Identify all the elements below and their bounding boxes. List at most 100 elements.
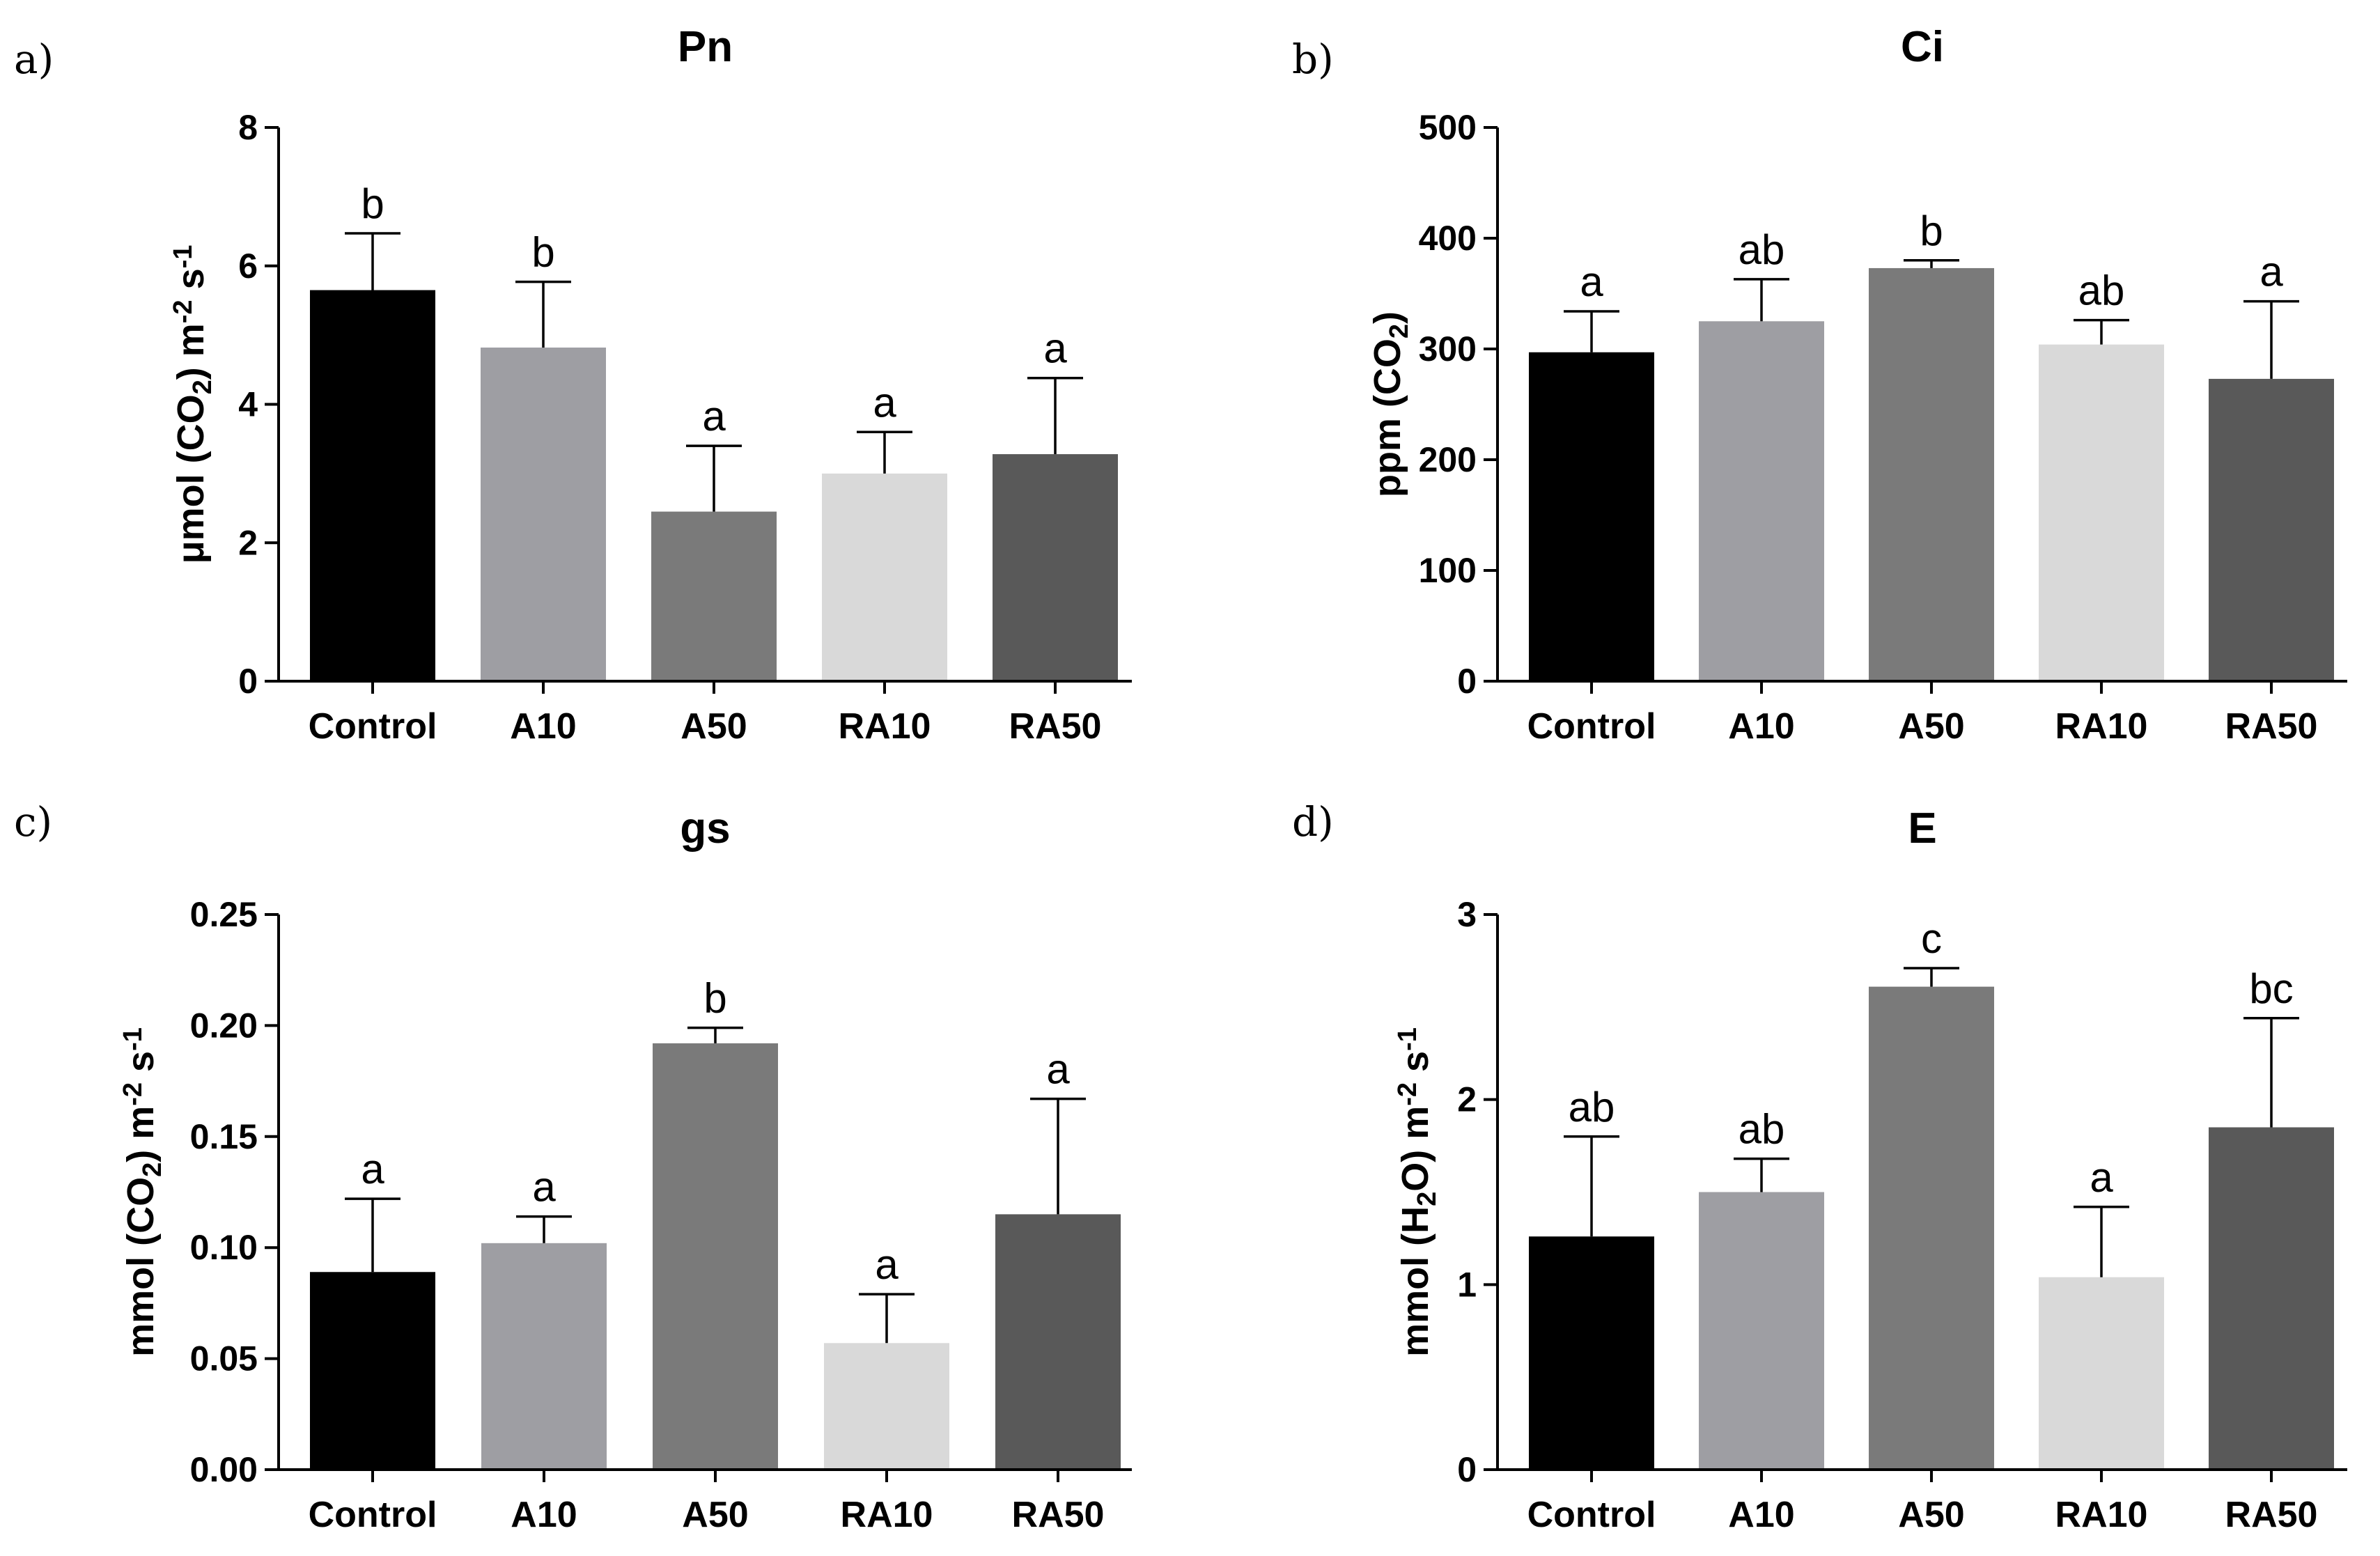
y-axis-label: ppm (CO2): [1367, 311, 1414, 497]
y-axis-label-part: ) m: [170, 323, 212, 380]
x-tick-label: Control: [1527, 1495, 1656, 1535]
error-bar-ra10: [859, 1293, 915, 1344]
chart-panel-2: b) Ci a Control ab A10 b A50 ab RA10 a RA50 0 100 200 3…: [1292, 23, 2347, 747]
x-tick-label: A10: [1728, 706, 1794, 747]
bar-a50: [651, 511, 777, 681]
bar-ra50: [993, 454, 1118, 681]
chart-title: Pn: [678, 23, 733, 71]
chart-panel-1: a) Pn b Control b A10 a A50 a RA10 a RA50 0 2 4 6 8 μmol …: [14, 23, 1132, 747]
y-tick-label: 0: [1457, 1450, 1477, 1489]
chart-panel-4: d) Eab Control ab A10 c A50 a RA10 bc RA50 0 1 2 3 mmol…: [1292, 798, 2347, 1535]
x-tick-label: A10: [511, 1495, 577, 1535]
y-tick-label: 2: [238, 523, 258, 562]
y-axis-label-part: s: [1394, 1051, 1436, 1082]
bar-a10: [481, 348, 606, 681]
bar-a50: [653, 1043, 778, 1470]
panel-label: d): [1292, 798, 1334, 846]
y-tick-label: 500: [1419, 108, 1477, 147]
y-axis-label: mmol (CO2) m-2 s-1: [118, 1027, 167, 1357]
significance-letter: b: [531, 229, 554, 276]
bar-ra10: [822, 473, 947, 681]
x-tick-label: A50: [1898, 1495, 1964, 1535]
significance-letter: ab: [1739, 226, 1785, 273]
y-axis-label: mmol (H2O) m-2 s-1: [1393, 1027, 1442, 1357]
y-axis-label-part: O) m: [1394, 1106, 1436, 1192]
x-tick-label: RA50: [2225, 1495, 2318, 1535]
y-axis-label-part: mmol (CO: [120, 1177, 162, 1357]
y-tick-label: 0.05: [190, 1339, 258, 1378]
error-bar-control: [345, 1197, 400, 1273]
x-tick-label: RA10: [2055, 1495, 2148, 1535]
y-axis-label-part: 2: [1413, 1192, 1442, 1206]
y-tick-label: 3: [1457, 895, 1477, 934]
error-bar-a50: [1904, 967, 1959, 987]
error-bar-a50: [686, 444, 742, 512]
y-tick-label: 0.00: [190, 1450, 258, 1489]
y-tick-label: 0.25: [190, 895, 258, 934]
y-tick-label: 0: [1457, 662, 1477, 701]
x-tick-label: A10: [1728, 1495, 1794, 1535]
significance-letter: a: [1580, 258, 1603, 305]
y-axis-label: μmol (CO2) m-2 s-1: [169, 245, 217, 564]
significance-letter: a: [873, 379, 896, 426]
chart-title: Ci: [1901, 23, 1944, 71]
x-tick-label: Control: [309, 706, 437, 747]
bar-ra50: [2209, 1127, 2334, 1470]
bar-a50: [1869, 986, 1994, 1470]
error-bar-a10: [516, 1215, 572, 1243]
bar-control: [1529, 1236, 1654, 1470]
significance-letter: a: [1043, 325, 1067, 372]
error-bar-a10: [1734, 1157, 1789, 1192]
significance-letter: a: [361, 1146, 384, 1192]
y-axis-label-part: 2: [1385, 324, 1414, 339]
significance-letter: a: [702, 393, 726, 439]
error-bar-ra10: [857, 430, 912, 474]
chart-panel-3: c) gs a Control a A10 b A50 a RA10 a RA50 0.00 0.05 0.…: [14, 798, 1132, 1535]
bar-control: [1529, 352, 1654, 681]
y-axis-label-part: 2: [138, 1162, 167, 1177]
y-axis-label-part: s: [120, 1051, 162, 1082]
y-axis-label-part: ): [1367, 311, 1408, 324]
y-axis-label-part: mmol (H: [1394, 1206, 1436, 1357]
error-bar-a50: [1904, 259, 1959, 268]
significance-letter: a: [2260, 249, 2283, 295]
panel-label: b): [1292, 36, 1334, 83]
bar-a10: [1699, 321, 1824, 681]
y-axis-label-part: -1: [118, 1027, 148, 1051]
y-tick-label: 100: [1419, 551, 1477, 590]
chart-title: gs: [680, 804, 730, 853]
x-tick-label: RA50: [1009, 706, 1102, 747]
error-bar-control: [1564, 310, 1619, 352]
bar-a10: [481, 1243, 607, 1470]
y-tick-label: 6: [238, 247, 258, 286]
y-tick-label: 400: [1419, 219, 1477, 258]
significance-letter: bc: [2249, 965, 2293, 1012]
y-tick-label: 300: [1419, 329, 1477, 368]
panel-label: c): [14, 798, 52, 846]
x-tick-label: A50: [1898, 706, 1964, 747]
significance-letter: b: [1920, 208, 1943, 254]
y-tick-label: 2: [1457, 1080, 1477, 1119]
bar-control: [310, 290, 435, 681]
y-tick-label: 1: [1457, 1265, 1477, 1304]
panel-label: a): [14, 36, 54, 83]
y-tick-label: 4: [238, 385, 258, 424]
bar-control: [310, 1272, 435, 1470]
y-axis-label-part: ppm (CO: [1367, 339, 1408, 497]
error-bar-ra50: [1027, 376, 1083, 455]
error-bar-a50: [687, 1026, 743, 1043]
y-tick-label: 0: [238, 662, 258, 701]
bar-ra50: [2209, 378, 2334, 681]
y-tick-label: 0.20: [190, 1006, 258, 1045]
x-tick-label: Control: [1527, 706, 1656, 747]
error-bar-ra10: [2074, 318, 2129, 345]
error-bar-ra50: [1030, 1097, 1086, 1215]
error-bar-ra50: [2243, 299, 2299, 379]
y-tick-label: 0.15: [190, 1117, 258, 1156]
bar-ra10: [2039, 344, 2164, 681]
y-tick-label: 0.10: [190, 1228, 258, 1267]
bar-a50: [1869, 267, 1994, 681]
error-bar-control: [1564, 1135, 1619, 1237]
x-tick-label: RA10: [839, 706, 931, 747]
